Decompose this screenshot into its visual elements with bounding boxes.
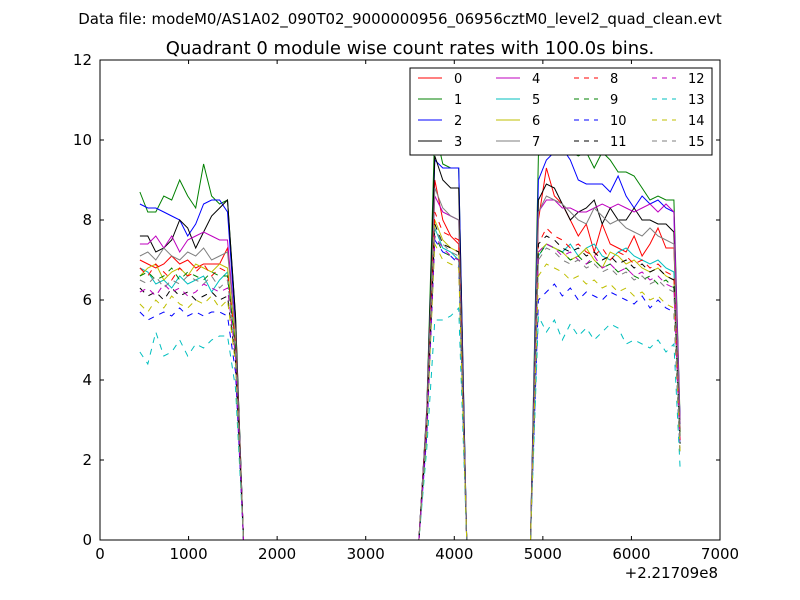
y-tick-label: 6: [82, 291, 92, 309]
legend-label-4: 4: [532, 72, 540, 87]
legend-label-12: 12: [688, 72, 705, 87]
series-layer: [139, 127, 681, 540]
legend-label-2: 2: [454, 114, 462, 129]
series-line-10: [139, 238, 681, 540]
series-line-2: [139, 147, 681, 540]
y-tick-label: 0: [82, 531, 92, 549]
x-tick-label: 1000: [169, 545, 207, 563]
y-tick-label: 2: [82, 451, 92, 469]
data-file-caption: Data file: modeM0/AS1A02_090T02_90000009…: [78, 10, 722, 29]
legend-label-11: 11: [610, 135, 627, 150]
legend-label-6: 6: [532, 114, 540, 129]
y-tick-label: 4: [82, 371, 92, 389]
y-tick-label: 10: [73, 131, 92, 149]
y-tick-label: 12: [73, 51, 92, 69]
legend-frame: [409, 67, 713, 156]
legend-label-8: 8: [610, 72, 618, 87]
series-line-7: [139, 187, 681, 540]
legend-label-15: 15: [688, 135, 705, 150]
x-tick-label: 0: [95, 545, 105, 563]
series-line-15: [139, 227, 681, 540]
series-line-9: [139, 234, 681, 540]
x-tick-label: 7000: [701, 545, 739, 563]
legend-label-5: 5: [532, 93, 540, 108]
legend-label-9: 9: [610, 93, 618, 108]
y-tick-label: 8: [82, 211, 92, 229]
legend-label-0: 0: [454, 72, 462, 87]
legend-label-10: 10: [610, 114, 627, 129]
chart-title: Quadrant 0 module wise count rates with …: [166, 38, 655, 59]
legend-label-14: 14: [688, 114, 705, 129]
x-tick-label: 6000: [612, 545, 650, 563]
series-line-3: [139, 155, 681, 540]
x-tick-label: 2000: [258, 545, 296, 563]
series-line-4: [139, 195, 681, 540]
series-line-13: [139, 306, 681, 540]
x-tick-label: 3000: [347, 545, 385, 563]
x-tick-label: 4000: [435, 545, 473, 563]
legend-label-1: 1: [454, 93, 462, 108]
legend-label-7: 7: [532, 135, 540, 150]
legend-label-3: 3: [454, 135, 462, 150]
x-tick-label: 5000: [524, 545, 562, 563]
x-offset-label: +2.21709e8: [625, 564, 718, 582]
legend-label-13: 13: [688, 93, 705, 108]
series-line-12: [139, 234, 681, 540]
